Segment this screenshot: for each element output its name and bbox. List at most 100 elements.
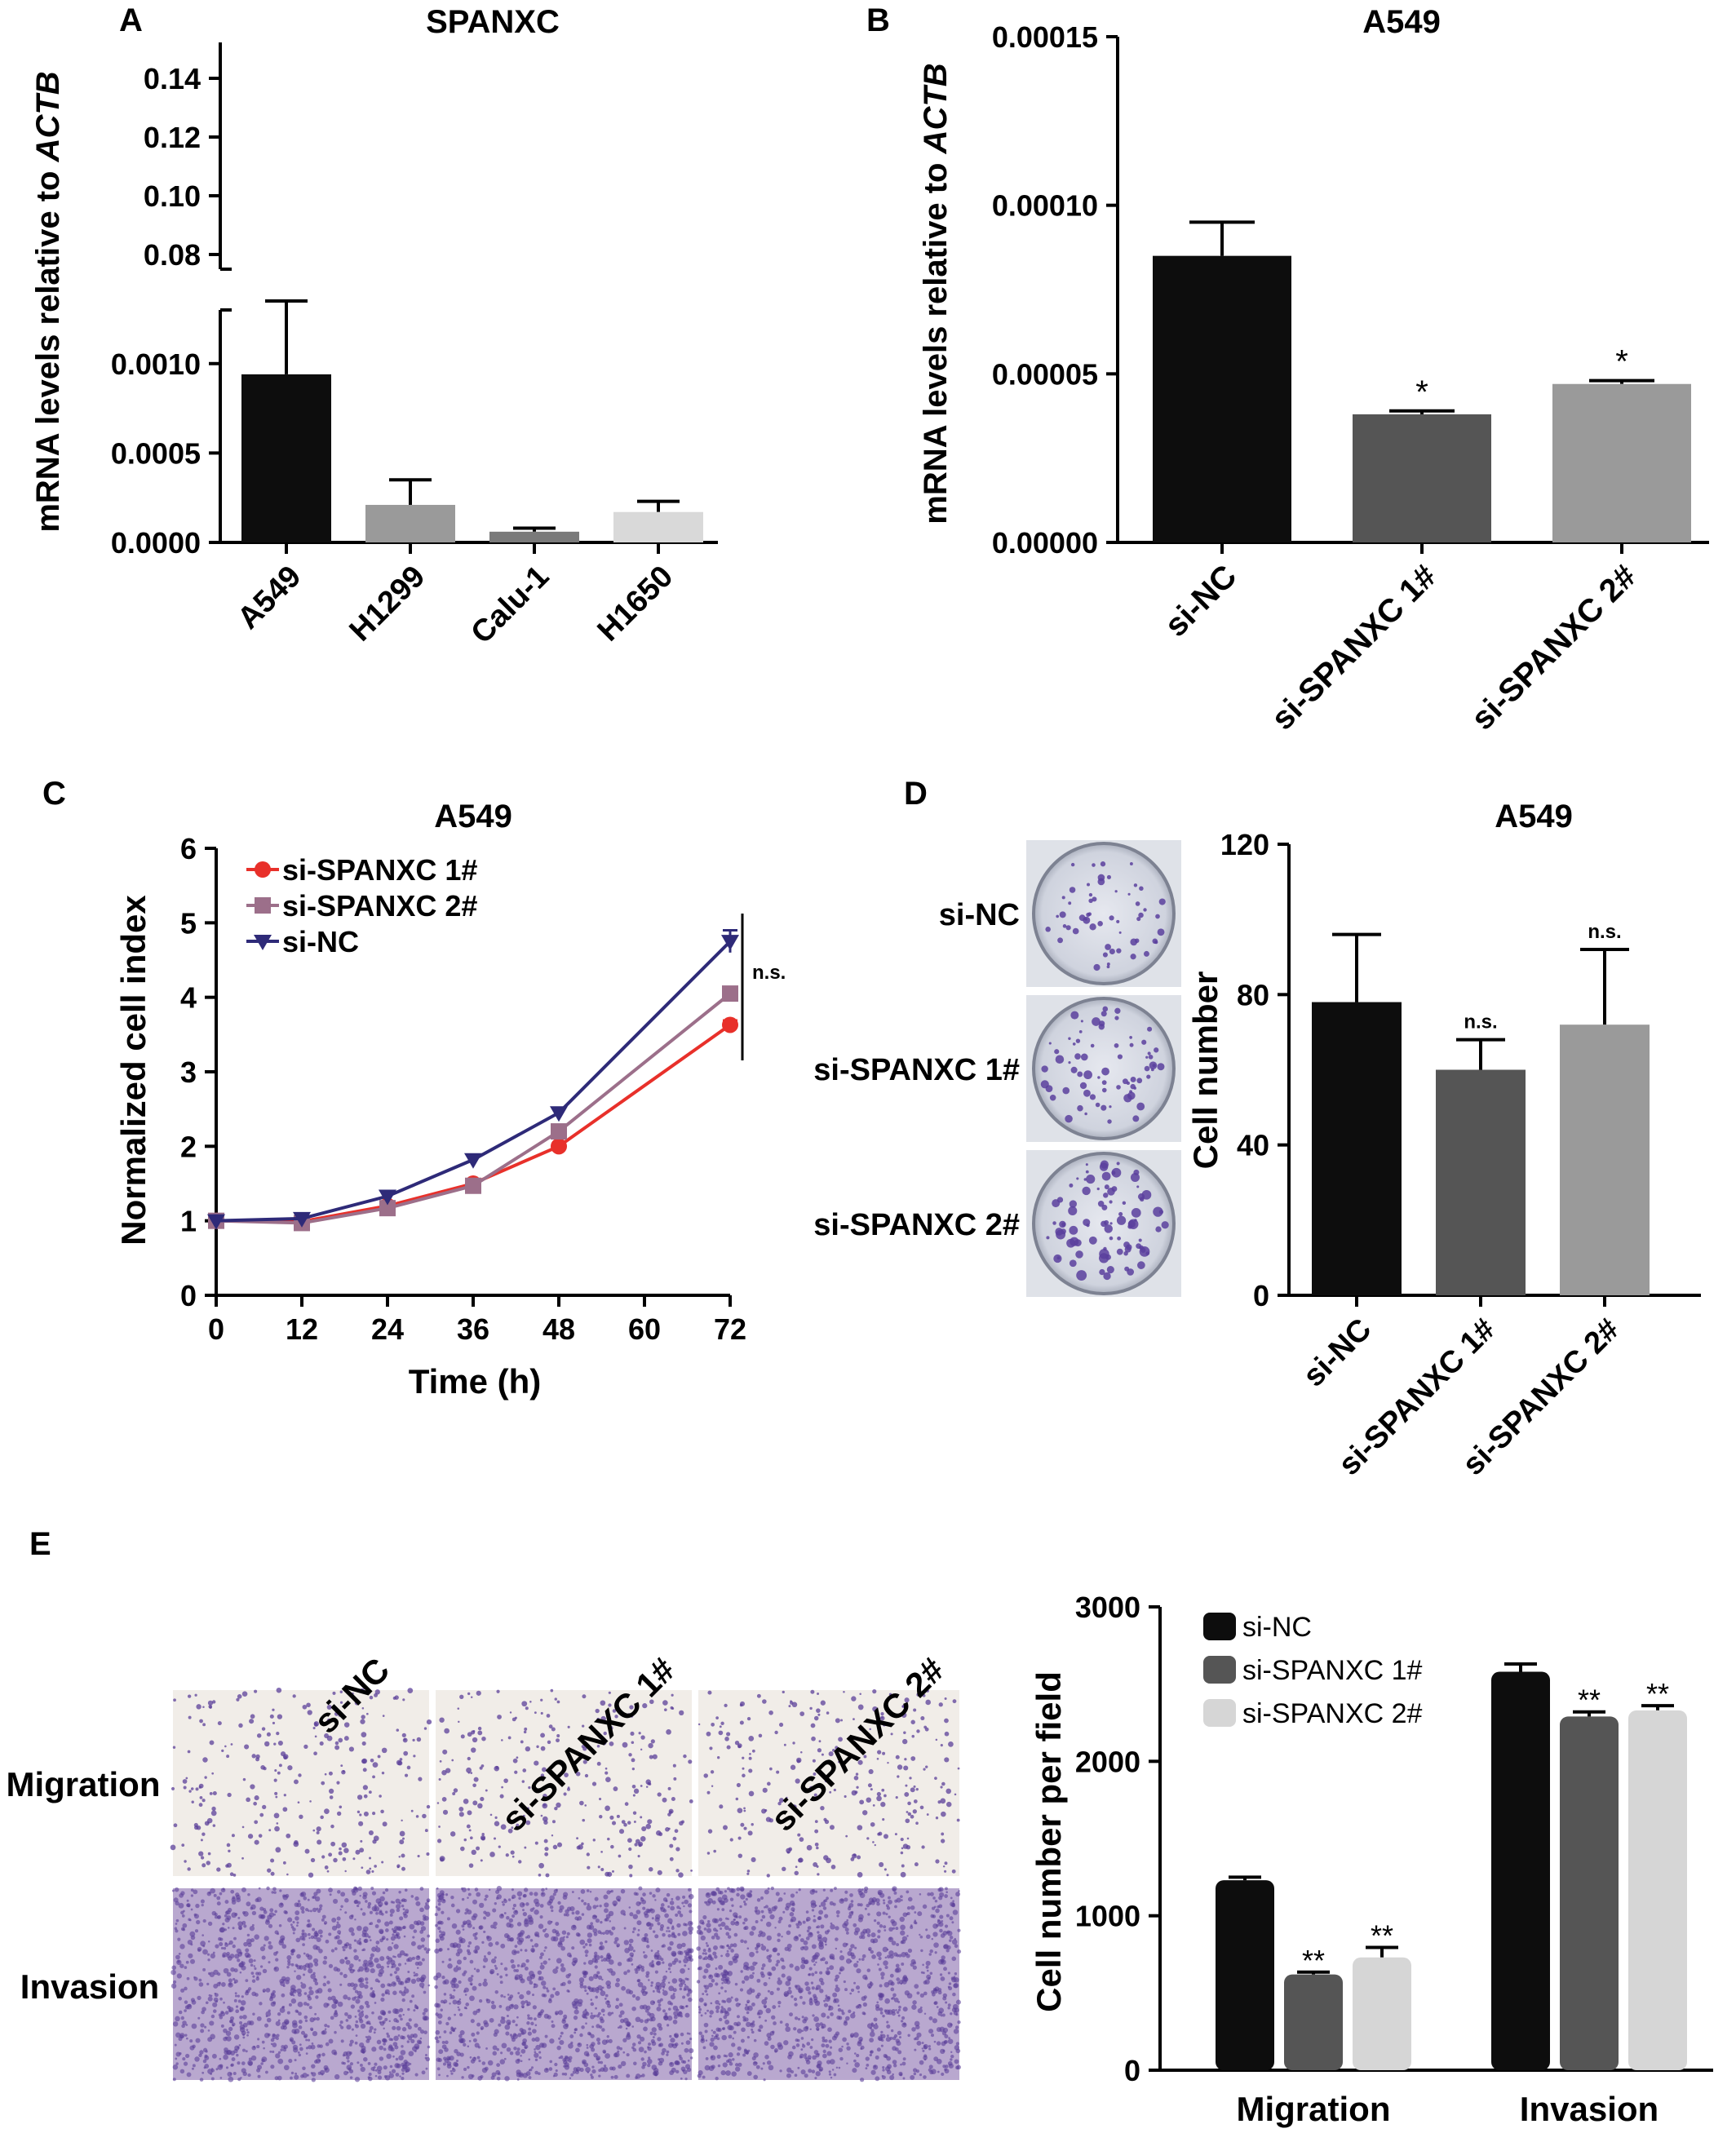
panel-e-bar-invasion-si-spanxc-1 bbox=[1560, 1716, 1619, 2070]
transwell-cell bbox=[384, 1921, 390, 1927]
transwell-cell bbox=[404, 1963, 407, 1965]
transwell-cell bbox=[782, 1910, 786, 1914]
panel-a-y-axis-label: mRNA levels relative to ACTB bbox=[30, 71, 66, 532]
transwell-cell bbox=[768, 1910, 773, 1914]
transwell-cell bbox=[604, 1917, 609, 1922]
transwell-cell bbox=[905, 1784, 908, 1787]
transwell-cell bbox=[293, 1779, 299, 1785]
transwell-cell bbox=[539, 1955, 543, 1959]
colony-spot bbox=[1061, 896, 1065, 900]
transwell-cell bbox=[826, 1995, 831, 2000]
transwell-cell bbox=[840, 1719, 844, 1722]
colony-spot bbox=[1143, 908, 1147, 912]
transwell-cell bbox=[202, 2071, 205, 2074]
transwell-cell bbox=[761, 1943, 764, 1946]
transwell-cell bbox=[379, 1904, 382, 1908]
transwell-cell bbox=[292, 1920, 295, 1924]
transwell-cell bbox=[635, 2076, 638, 2080]
panel-a-y-tick-label: 0.14 bbox=[144, 62, 201, 95]
transwell-cell bbox=[316, 1830, 320, 1834]
transwell-cell bbox=[707, 1690, 712, 1695]
transwell-cell bbox=[906, 1935, 909, 1937]
transwell-cell bbox=[360, 1719, 365, 1724]
transwell-cell bbox=[820, 1700, 826, 1706]
transwell-cell bbox=[281, 1993, 286, 1998]
transwell-cell bbox=[604, 1994, 609, 1998]
transwell-cell bbox=[591, 2042, 596, 2047]
transwell-cell bbox=[334, 1711, 339, 1716]
transwell-cell bbox=[512, 1914, 516, 1918]
transwell-cell bbox=[796, 2028, 803, 2033]
transwell-cell bbox=[474, 1887, 479, 1892]
transwell-cell bbox=[850, 2034, 854, 2038]
transwell-cell bbox=[794, 1966, 800, 1971]
transwell-cell bbox=[915, 2069, 919, 2073]
transwell-cell bbox=[756, 1944, 760, 1948]
transwell-cell bbox=[670, 1905, 675, 1911]
transwell-cell bbox=[777, 1932, 782, 1937]
transwell-cell bbox=[585, 2022, 587, 2025]
transwell-cell bbox=[764, 2041, 769, 2046]
transwell-cell bbox=[611, 1926, 616, 1931]
transwell-cell bbox=[365, 1963, 370, 1967]
transwell-cell bbox=[534, 1910, 539, 1915]
transwell-cell bbox=[193, 1914, 199, 1919]
transwell-cell bbox=[844, 1988, 848, 1992]
transwell-cell bbox=[264, 1741, 270, 1747]
transwell-cell bbox=[400, 2035, 405, 2040]
transwell-cell bbox=[561, 1930, 567, 1935]
transwell-cell bbox=[447, 1963, 453, 1969]
transwell-cell bbox=[888, 1950, 894, 1956]
transwell-cell bbox=[804, 1945, 809, 1951]
transwell-cell bbox=[751, 1856, 756, 1862]
transwell-cell bbox=[439, 1936, 445, 1941]
transwell-cell bbox=[709, 2015, 712, 2018]
transwell-cell bbox=[779, 2020, 783, 2024]
panel-c-series-si-nc-point bbox=[464, 1153, 482, 1169]
transwell-cell bbox=[838, 1760, 840, 1763]
transwell-cell bbox=[267, 2033, 271, 2037]
transwell-cell bbox=[912, 1965, 917, 1970]
transwell-cell bbox=[602, 1932, 605, 1935]
transwell-cell bbox=[945, 2064, 949, 2069]
transwell-cell bbox=[195, 2038, 201, 2043]
transwell-cell bbox=[318, 1907, 322, 1911]
transwell-cell bbox=[272, 2042, 277, 2047]
transwell-cell bbox=[676, 1923, 681, 1928]
transwell-cell bbox=[550, 1920, 553, 1923]
transwell-cell bbox=[904, 1697, 910, 1703]
transwell-cell bbox=[363, 1794, 368, 1799]
transwell-cell bbox=[461, 1924, 465, 1928]
transwell-cell bbox=[433, 1975, 439, 1980]
transwell-cell bbox=[616, 1814, 620, 1818]
transwell-cell bbox=[895, 1927, 899, 1931]
transwell-cell bbox=[481, 1736, 486, 1741]
transwell-cell bbox=[445, 2040, 449, 2045]
transwell-cell bbox=[287, 1765, 293, 1771]
transwell-cell bbox=[640, 1965, 644, 1970]
transwell-cell bbox=[731, 1904, 734, 1907]
transwell-cell bbox=[570, 2073, 574, 2077]
colony-spot bbox=[1114, 1016, 1119, 1020]
transwell-cell bbox=[911, 1734, 915, 1738]
transwell-cell bbox=[586, 1905, 592, 1911]
transwell-cell bbox=[919, 1893, 922, 1896]
transwell-cell bbox=[425, 2056, 431, 2062]
transwell-cell bbox=[716, 1908, 720, 1911]
transwell-cell bbox=[921, 2047, 924, 2050]
transwell-cell bbox=[565, 1936, 569, 1939]
panel-e-bar-invasion-si-nc bbox=[1491, 1671, 1550, 2070]
transwell-cell bbox=[591, 1781, 597, 1786]
transwell-cell bbox=[263, 1944, 266, 1947]
transwell-cell bbox=[202, 1706, 205, 1708]
transwell-cell bbox=[581, 2025, 585, 2029]
transwell-cell bbox=[629, 1705, 634, 1710]
transwell-cell bbox=[950, 1901, 955, 1907]
transwell-cell bbox=[687, 2060, 690, 2062]
transwell-cell bbox=[464, 1911, 467, 1915]
transwell-cell bbox=[201, 1903, 204, 1907]
transwell-cell bbox=[272, 1989, 276, 1994]
colony-spot bbox=[1144, 1065, 1150, 1072]
transwell-cell bbox=[672, 2020, 678, 2025]
transwell-cell bbox=[901, 1847, 904, 1850]
